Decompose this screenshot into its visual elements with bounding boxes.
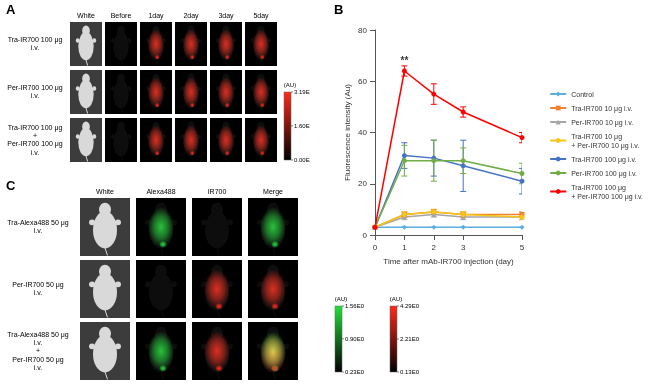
svg-text:0.13E0: 0.13E0 [400, 369, 420, 375]
svg-text:40: 40 [358, 128, 367, 137]
svg-text:Tra-IR700 10 μg i.v.: Tra-IR700 10 μg i.v. [571, 105, 632, 113]
svg-text:0.00E: 0.00E [294, 157, 310, 163]
svg-text:0.23E0: 0.23E0 [345, 369, 365, 375]
svg-text:+ Per-IR700 10 μg i.v.: + Per-IR700 10 μg i.v. [571, 142, 639, 150]
svg-text:Per-IR700 100 μg i.v.: Per-IR700 100 μg i.v. [571, 170, 637, 178]
svg-text:0: 0 [373, 243, 378, 252]
svg-text:0.90E0: 0.90E0 [345, 336, 365, 342]
svg-text:2: 2 [432, 243, 437, 252]
svg-text:2.21E0: 2.21E0 [400, 336, 420, 342]
svg-text:+ Per-IR700 100 μg i.v.: + Per-IR700 100 μg i.v. [571, 193, 643, 201]
svg-text:(AU): (AU) [284, 82, 296, 88]
svg-text:3day: 3day [218, 12, 234, 20]
svg-text:Tra-IR700 100 μgi.v.: Tra-IR700 100 μgi.v. [8, 36, 63, 51]
svg-text:5day: 5day [253, 12, 269, 20]
svg-text:4.29E0: 4.29E0 [400, 303, 420, 309]
svg-text:20: 20 [358, 179, 367, 188]
svg-text:Fluorescence intensity (Au): Fluorescence intensity (Au) [343, 84, 352, 181]
svg-text:Control: Control [571, 91, 594, 98]
svg-text:1.56E0: 1.56E0 [345, 303, 365, 309]
svg-text:1day: 1day [148, 12, 164, 20]
svg-text:(AU): (AU) [390, 296, 402, 302]
svg-text:Tra-IR700 100 μg i.v.: Tra-IR700 100 μg i.v. [571, 156, 636, 164]
svg-text:Before: Before [111, 12, 132, 19]
svg-text:5: 5 [520, 243, 525, 252]
svg-text:60: 60 [358, 77, 367, 86]
svg-text:Time after mAb-IR700 injection: Time after mAb-IR700 injection (day) [383, 257, 514, 266]
svg-text:3.19E: 3.19E [294, 89, 310, 95]
svg-text:1: 1 [402, 243, 407, 252]
svg-text:Per-IR700 10 μg i.v.: Per-IR700 10 μg i.v. [571, 119, 633, 127]
svg-text:Tra-Alexa488 50 μgi.v.: Tra-Alexa488 50 μgi.v. [7, 219, 68, 234]
svg-text:1.60E: 1.60E [294, 123, 310, 129]
svg-text:IR700: IR700 [208, 188, 227, 195]
svg-text:Per-IR700 50 μgi.v.: Per-IR700 50 μgi.v. [12, 281, 64, 296]
svg-text:Tra-IR700 100 μg: Tra-IR700 100 μg [571, 184, 626, 192]
svg-text:Alexa488: Alexa488 [146, 188, 175, 195]
svg-text:Tra-Alexa488 50 μgi.v.+Per-IR7: Tra-Alexa488 50 μgi.v.+Per-IR700 50 μgi.… [7, 331, 68, 370]
svg-text:C: C [6, 178, 16, 193]
svg-text:(AU): (AU) [335, 296, 347, 302]
svg-text:White: White [96, 188, 114, 195]
svg-text:White: White [77, 12, 95, 19]
svg-text:Tra-IR700 100 μg+Per-IR700 100: Tra-IR700 100 μg+Per-IR700 100 μgi.v. [7, 124, 63, 155]
svg-text:80: 80 [358, 26, 367, 35]
svg-text:3: 3 [461, 243, 466, 252]
svg-text:B: B [334, 2, 343, 17]
svg-text:2day: 2day [183, 12, 199, 20]
svg-text:**: ** [401, 55, 409, 66]
svg-text:Merge: Merge [263, 188, 283, 196]
svg-text:Per-IR700 100 μgi.v.: Per-IR700 100 μgi.v. [7, 84, 63, 99]
svg-text:Tra-IR700 10 μg: Tra-IR700 10 μg [571, 133, 622, 141]
svg-text:0: 0 [363, 231, 368, 240]
svg-text:A: A [6, 2, 16, 17]
